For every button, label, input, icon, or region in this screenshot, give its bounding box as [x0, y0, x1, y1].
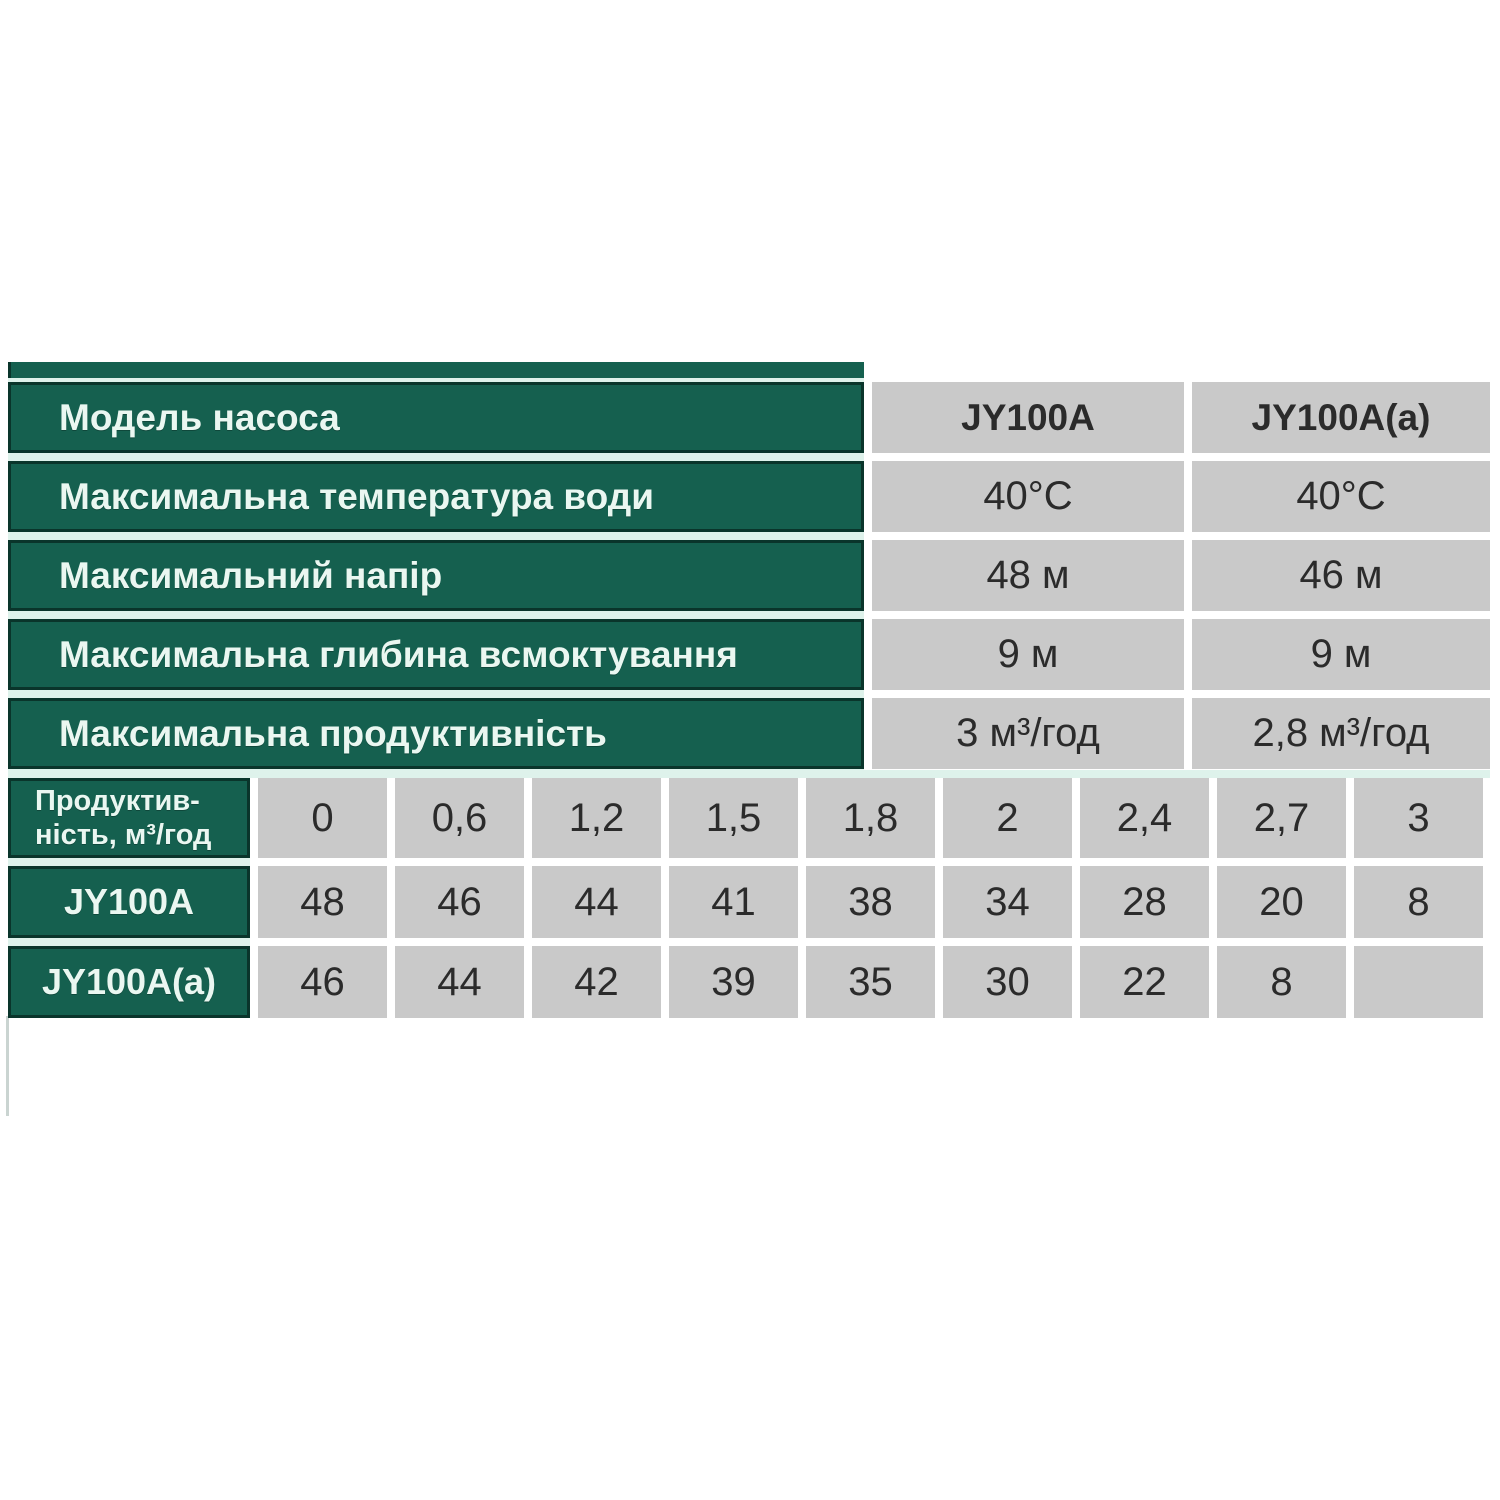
- spec-value-cell: 9 м: [1192, 619, 1490, 690]
- perf-series-label-cell: JY100A: [8, 866, 250, 938]
- spec-label-cell: Максимальна температура води: [8, 461, 864, 532]
- perf-flow-header-cell: 2,7: [1217, 778, 1346, 858]
- perf-series-label-cell: JY100A(a): [8, 946, 250, 1018]
- spec-label-cell: Модель насоса: [8, 382, 864, 453]
- perf-flow-header-cell: 0: [258, 778, 387, 858]
- spec-value-cell: JY100A: [872, 382, 1184, 453]
- spec-value-cell: JY100A(a): [1192, 382, 1490, 453]
- perf-value-cell: 46: [395, 866, 524, 938]
- perf-value-cell: 41: [669, 866, 798, 938]
- perf-corner-line: ність, м³/год: [35, 819, 212, 851]
- perf-value-cell: 44: [395, 946, 524, 1018]
- pump-spec-table: Модель насоса JY100A JY100A(a) Максимальна …: [8, 378, 1490, 773]
- perf-value-cell: 38: [806, 866, 935, 938]
- spec-label-cell: Максимальна глибина всмоктування: [8, 619, 864, 690]
- perf-value-cell: [1354, 946, 1483, 1018]
- perf-flow-header-cell: 1,5: [669, 778, 798, 858]
- perf-flow-header-cell: 2: [943, 778, 1072, 858]
- perf-value-cell: 39: [669, 946, 798, 1018]
- spec-label-cell: Максимальний напір: [8, 540, 864, 611]
- left-edge-artifact: [6, 1016, 9, 1116]
- perf-corner-cell: Продуктив-ність, м³/год: [8, 778, 250, 858]
- perf-value-cell: 22: [1080, 946, 1209, 1018]
- perf-value-cell: 42: [532, 946, 661, 1018]
- perf-value-cell: 28: [1080, 866, 1209, 938]
- spec-table-top-cap: [8, 362, 864, 382]
- spec-value-cell: 3 м³/год: [872, 698, 1184, 769]
- perf-value-cell: 44: [532, 866, 661, 938]
- spec-value-cell: 2,8 м³/год: [1192, 698, 1490, 769]
- perf-value-cell: 35: [806, 946, 935, 1018]
- perf-flow-header-cell: 2,4: [1080, 778, 1209, 858]
- spec-value-cell: 48 м: [872, 540, 1184, 611]
- spec-value-cell: 9 м: [872, 619, 1184, 690]
- perf-value-cell: 48: [258, 866, 387, 938]
- spec-value-cell: 46 м: [1192, 540, 1490, 611]
- perf-value-cell: 8: [1354, 866, 1483, 938]
- table-separator: [8, 770, 1490, 778]
- perf-flow-header-cell: 1,2: [532, 778, 661, 858]
- pump-performance-table: Продуктив-ність, м³/год 0 0,6 1,2 1,5 1,8 2 2,4…: [8, 772, 1490, 1018]
- spec-value-cell: 40°C: [872, 461, 1184, 532]
- perf-corner-line: Продуктив-: [35, 784, 200, 817]
- perf-flow-header-cell: 3: [1354, 778, 1483, 858]
- perf-value-cell: 46: [258, 946, 387, 1018]
- spec-value-cell: 40°C: [1192, 461, 1490, 532]
- perf-value-cell: 30: [943, 946, 1072, 1018]
- spec-label-cell: Максимальна продуктивність: [8, 698, 864, 769]
- perf-value-cell: 34: [943, 866, 1072, 938]
- perf-flow-header-cell: 1,8: [806, 778, 935, 858]
- perf-flow-header-cell: 0,6: [395, 778, 524, 858]
- perf-value-cell: 20: [1217, 866, 1346, 938]
- perf-value-cell: 8: [1217, 946, 1346, 1018]
